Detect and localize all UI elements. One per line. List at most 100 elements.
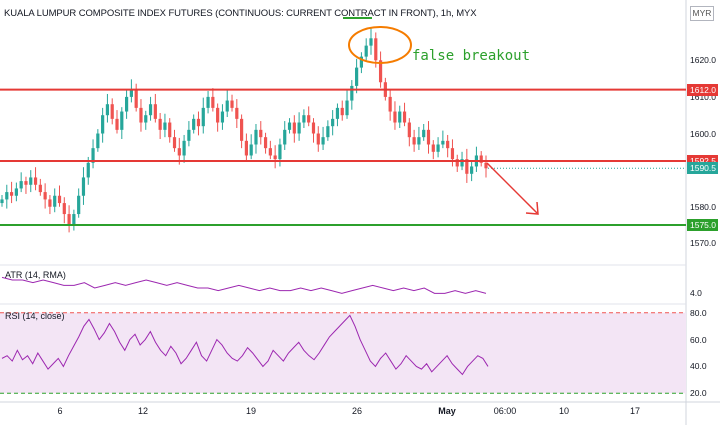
candle-body [120, 111, 124, 130]
rsi-tick-label: 80.0 [690, 307, 707, 318]
candle-body [340, 107, 344, 116]
price-tick-label: 1580.0 [690, 201, 716, 212]
candle-body [355, 67, 359, 86]
candle-body [72, 214, 76, 226]
rsi-band [0, 312, 686, 394]
candle-body [441, 140, 445, 145]
candle-body [455, 159, 459, 167]
time-tick-label: May [438, 406, 456, 416]
candle-body [24, 181, 28, 185]
candle-body [311, 122, 316, 134]
candle-body [316, 133, 320, 145]
candle-body [182, 140, 186, 156]
candle-body [450, 148, 455, 160]
candle-body [369, 38, 373, 46]
candle-body [158, 118, 162, 130]
candle-body [359, 56, 364, 68]
candle-body [192, 118, 196, 130]
candle-body [378, 60, 383, 83]
candle-body [407, 122, 411, 138]
candle-body [96, 133, 100, 149]
candle-body [350, 85, 354, 101]
candle-body [230, 100, 234, 108]
price-tick-label: 1610.0 [690, 91, 716, 102]
candle-body [321, 137, 325, 145]
candle-body [470, 166, 474, 174]
candle-body [124, 96, 129, 112]
candle-body [388, 96, 392, 112]
rsi-tick-label: 60.0 [690, 334, 707, 345]
candle-body [134, 89, 138, 108]
candle-body [479, 155, 483, 163]
candle-body [77, 195, 81, 215]
candle-body [263, 137, 268, 149]
time-tick-label: 12 [137, 406, 149, 416]
candle-body [417, 137, 421, 145]
candle-body [144, 115, 148, 123]
candle-body [374, 38, 378, 61]
candle-body [148, 104, 153, 116]
candle-body [5, 192, 9, 200]
candle-body [254, 129, 258, 145]
downtrend-arrow-head [525, 201, 539, 215]
false-breakout-annotation: false breakout [412, 48, 531, 64]
candle-body [48, 199, 52, 207]
candle-body [67, 214, 71, 226]
candle-body [139, 107, 143, 123]
atr-tick-label: 4.0 [690, 288, 702, 299]
candle-body [38, 184, 42, 193]
time-tick-label: 19 [245, 406, 257, 416]
candle-body [422, 129, 426, 138]
candle-body [43, 192, 47, 200]
candle-body [326, 126, 330, 138]
chart-title: KUALA LUMPUR COMPOSITE INDEX FUTURES (CO… [4, 8, 477, 19]
rsi-line [1, 314, 489, 376]
candle-body [465, 159, 469, 174]
candle-body [268, 148, 272, 156]
candle-body [393, 111, 397, 123]
atr-line [1, 276, 487, 294]
candle-body [335, 107, 340, 119]
time-tick-label: 6 [57, 406, 63, 416]
candle-body [240, 118, 244, 141]
candle-body [436, 144, 440, 152]
candles [0, 28, 488, 233]
candle-body [91, 148, 95, 163]
candle-body [402, 111, 407, 123]
rsi-tick-label: 20.0 [690, 388, 707, 399]
candle-body [163, 122, 167, 130]
time-tick-label: 10 [558, 406, 570, 416]
price-tick-label: 1620.0 [690, 55, 716, 66]
candle-body [235, 107, 239, 119]
candle-body [29, 177, 33, 185]
candle-body [177, 148, 181, 156]
candle-body [220, 111, 225, 123]
candle-body [9, 192, 14, 196]
candle-body [292, 122, 296, 134]
candle-body [331, 118, 335, 127]
candle-body [129, 89, 133, 97]
level-tag-1575.0: 1575.0 [687, 219, 718, 232]
candle-body [431, 144, 435, 152]
candle-body [115, 118, 119, 130]
candle-body [57, 195, 62, 204]
candle-body [259, 129, 263, 138]
candle-body [302, 115, 306, 123]
candle-body [101, 115, 105, 134]
candle-body [211, 96, 215, 108]
candle-body [297, 122, 301, 134]
candle-body [273, 155, 277, 160]
currency-button[interactable]: MYR [690, 6, 714, 21]
candle-body [216, 107, 220, 123]
candle-body [283, 129, 287, 145]
candle-body [172, 137, 177, 149]
candle-body [249, 144, 253, 156]
candle-body [105, 104, 110, 116]
candle-body [426, 129, 431, 145]
downtrend-arrow-shaft [486, 162, 538, 214]
candle-body [460, 159, 464, 167]
candle-body [153, 104, 157, 119]
candle-body [62, 203, 66, 215]
candle-body [287, 122, 292, 130]
price-tick-label: 1570.0 [690, 238, 716, 249]
